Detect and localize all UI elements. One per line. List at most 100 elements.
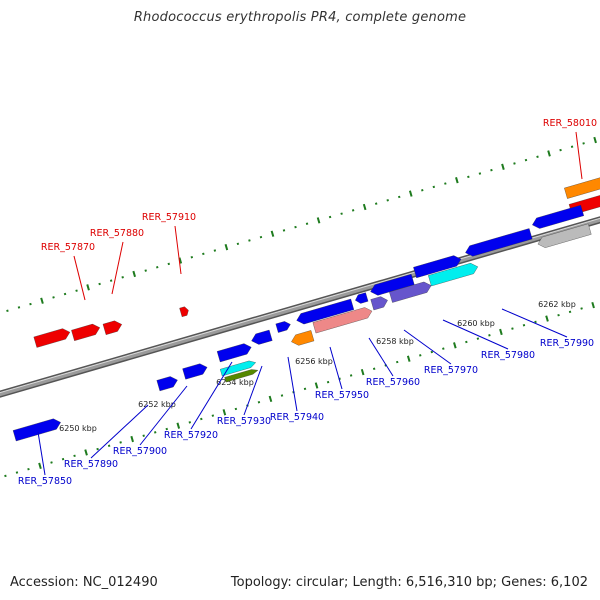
kbp-scale-label: 6260 kbp [457, 319, 495, 328]
minor-tick [340, 212, 343, 215]
minor-tick [280, 394, 284, 397]
minor-tick [374, 202, 378, 205]
minor-tick [213, 249, 217, 252]
gene-arrow [156, 376, 178, 392]
gene-arrow [296, 298, 355, 325]
major-tick [593, 136, 597, 144]
minor-tick [568, 310, 572, 314]
major-tick [86, 284, 90, 291]
minor-tick [50, 461, 53, 464]
map-title: Rhodococcus erythropolis PR4, complete g… [133, 10, 467, 25]
major-tick [130, 435, 134, 443]
major-tick [360, 368, 365, 376]
minor-tick [234, 407, 238, 411]
minor-tick [61, 457, 65, 461]
gene-label: RER_57910 [142, 212, 196, 223]
major-tick [455, 177, 459, 184]
minor-tick [211, 414, 215, 417]
minor-tick [119, 441, 122, 444]
minor-tick [4, 474, 7, 478]
minor-tick [190, 255, 194, 259]
gene-labels: RER_57870 RER_57880 RER_57910 RER_58010 RER_… [18, 118, 597, 487]
minor-tick [73, 454, 76, 458]
minor-tick [467, 175, 470, 179]
label-leader [111, 241, 124, 295]
kbp-scale-label: 6250 kbp [59, 424, 97, 433]
major-tick [406, 355, 411, 362]
minor-tick [421, 189, 424, 192]
gene-label: RER_57890 [64, 459, 118, 470]
major-tick [316, 217, 321, 224]
minor-tick [96, 447, 99, 451]
gene-label: RER_57950 [315, 390, 369, 401]
gene-arrow [413, 255, 462, 279]
gene-label: RER_57850 [18, 476, 72, 487]
gene-arrow [12, 418, 61, 442]
major-tick [547, 150, 551, 157]
major-tick [545, 315, 549, 322]
major-tick [270, 230, 275, 237]
major-tick [132, 270, 136, 278]
minor-tick [570, 145, 574, 148]
label-leader [329, 346, 343, 390]
minor-tick [202, 252, 205, 256]
minor-tick [52, 296, 55, 299]
gene-arrow [275, 321, 291, 333]
minor-tick [15, 471, 19, 474]
minor-tick [534, 320, 537, 324]
minor-tick [109, 279, 113, 282]
minor-tick [63, 292, 67, 296]
minor-tick [397, 195, 401, 199]
gene-arrow [312, 307, 373, 334]
minor-tick [476, 337, 480, 340]
major-tick [224, 244, 229, 251]
minor-tick [236, 242, 240, 246]
minor-tick [259, 235, 263, 239]
label-leader [287, 356, 298, 412]
minor-tick [582, 142, 585, 145]
gene-features [12, 172, 600, 442]
gene-label: RER_57870 [41, 242, 95, 253]
minor-tick [557, 313, 560, 317]
minor-tick [98, 282, 101, 286]
minor-tick [522, 323, 526, 327]
gene-arrow [216, 343, 252, 363]
backbone-line [0, 217, 600, 397]
gene-arrow [370, 296, 388, 311]
gene-label: RER_57960 [366, 377, 420, 388]
minor-tick [432, 185, 436, 189]
minor-tick [326, 380, 330, 384]
minor-tick [156, 266, 159, 269]
accession-text: Accession: NC_012490 [10, 575, 158, 590]
label-leader [403, 329, 452, 365]
label-leader [37, 431, 46, 476]
kbp-scale-label: 6254 kbp [216, 378, 254, 387]
major-tick [176, 422, 181, 429]
minor-tick [465, 340, 468, 344]
major-tick [40, 297, 44, 304]
minor-tick [200, 417, 203, 421]
minor-tick [478, 172, 482, 175]
label-leader [174, 225, 182, 275]
label-leader [442, 319, 509, 350]
topology-text: Topology: circular; Length: 6,516,310 bp… [230, 575, 588, 590]
label-leader [368, 337, 394, 377]
major-tick [591, 301, 595, 309]
minor-tick [27, 467, 30, 471]
gene-label: RER_58010 [543, 118, 597, 129]
minor-tick [444, 182, 447, 185]
major-tick [84, 449, 88, 456]
minor-tick [351, 209, 355, 212]
major-tick [408, 190, 413, 197]
major-tick [314, 382, 319, 389]
minor-tick [165, 427, 168, 431]
major-tick [222, 409, 227, 416]
gene-arrow [102, 320, 122, 335]
gene-arrow [251, 329, 273, 345]
label-leader [501, 308, 568, 338]
gene-arrow [33, 328, 71, 348]
minor-tick [419, 354, 422, 357]
minor-tick [488, 334, 491, 337]
minor-tick [142, 434, 145, 437]
gene-label: RER_57940 [270, 412, 324, 423]
